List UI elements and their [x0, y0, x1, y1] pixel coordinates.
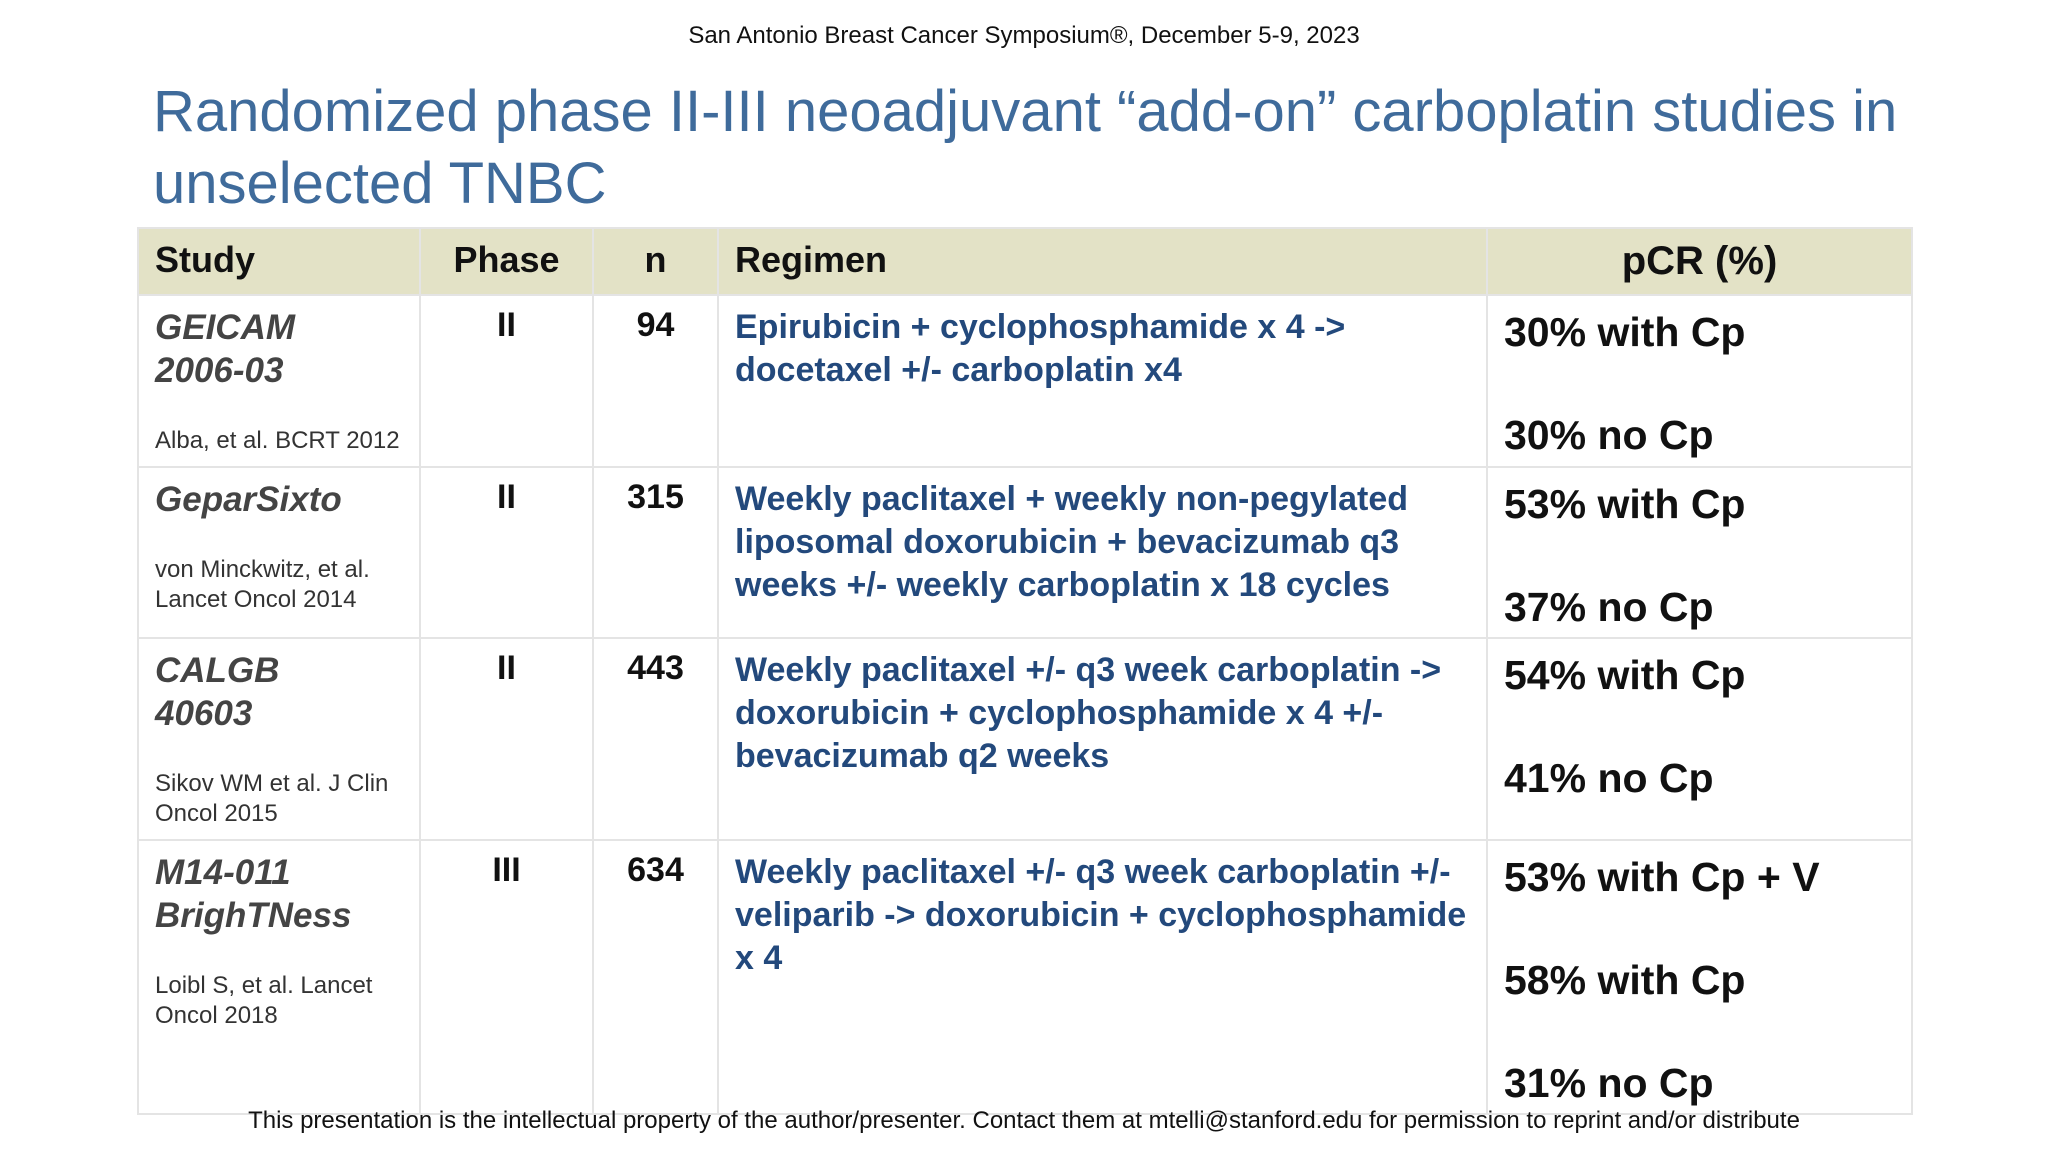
phase-cell: II	[419, 637, 594, 841]
phase: III	[492, 851, 521, 889]
study-row: GEICAM 2006-03 Alba, et al. BCRT 2012 II 94…	[137, 294, 1913, 468]
study-row: CALGB 40603 Sikov WM et al. J Clin Oncol …	[137, 637, 1913, 841]
n: 315	[627, 478, 684, 516]
citation: Loibl S, et al. Lancet Oncol 2018	[155, 972, 373, 1029]
regimen-cell: Weekly paclitaxel +/- q3 week carboplati…	[717, 637, 1488, 841]
study-name: GEICAM 2006-03	[155, 308, 295, 390]
study-cell: CALGB 40603 Sikov WM et al. J Clin Oncol …	[137, 637, 421, 841]
study-name: CALGB 40603	[155, 651, 280, 733]
pcr-result: 53% with Cp	[1504, 481, 1746, 527]
regimen-cell: Epirubicin + cyclophosphamide x 4 -> doc…	[717, 294, 1488, 468]
phase: II	[497, 478, 516, 516]
n: 94	[636, 306, 675, 344]
phase: II	[497, 306, 516, 344]
study-name: GeparSixto	[155, 480, 342, 519]
n-cell: 94	[592, 294, 719, 468]
pcr-result: 30% with Cp	[1504, 309, 1746, 355]
regimen: Weekly paclitaxel +/- q3 week carboplati…	[735, 651, 1442, 775]
n: 443	[627, 649, 684, 687]
header-row: Study Phase n Regimen pCR (%)	[137, 227, 1913, 296]
regimen-cell: Weekly paclitaxel +/- q3 week carboplati…	[717, 839, 1488, 1115]
column-header: Study	[137, 227, 421, 296]
footer: This presentation is the intellectual pr…	[248, 1107, 1800, 1134]
study-name: M14-011 BrighTNess	[155, 853, 352, 935]
pcr-result: 58% with Cp	[1504, 957, 1746, 1003]
pcr-result: 54% with Cp	[1504, 652, 1746, 698]
study-cell: GeparSixto von Minckwitz, et al. Lancet O…	[137, 466, 421, 639]
pcr-result: 41% no Cp	[1504, 755, 1714, 801]
study-cell: M14-011 BrighTNess Loibl S, et al. Lancet…	[137, 839, 421, 1115]
pcr-result: 53% with Cp + V	[1504, 854, 1820, 900]
column-header: Regimen	[717, 227, 1488, 296]
citation: Alba, et al. BCRT 2012	[155, 427, 400, 454]
pcr-result: 30% no Cp	[1504, 412, 1714, 458]
column-header: n	[592, 227, 719, 296]
study-row: M14-011 BrighTNess Loibl S, et al. Lancet…	[137, 839, 1913, 1115]
regimen: Weekly paclitaxel +/- q3 week carboplati…	[735, 853, 1467, 977]
phase: II	[497, 649, 516, 687]
n-cell: 443	[592, 637, 719, 841]
table-body: GEICAM 2006-03 Alba, et al. BCRT 2012 II 94…	[137, 294, 1913, 1115]
conference: San Antonio Breast Cancer Symposium®, De…	[688, 22, 1360, 49]
phase-cell: III	[419, 839, 594, 1115]
regimen-cell: Weekly paclitaxel + weekly non-pegylated…	[717, 466, 1488, 639]
phase-cell: II	[419, 466, 594, 639]
n-cell: 315	[592, 466, 719, 639]
phase-cell: II	[419, 294, 594, 468]
n: 634	[627, 851, 684, 889]
studies-table: Study Phase n Regimen pCR (%) GEICAM 2006-03…	[137, 227, 1913, 1115]
pcr-cell: 54% with Cp 41% no Cp	[1486, 637, 1913, 841]
pcr-result: 37% no Cp	[1504, 584, 1714, 630]
regimen: Epirubicin + cyclophosphamide x 4 -> doc…	[735, 308, 1346, 389]
title: Randomized phase II-III neoadjuvant “add…	[153, 79, 1898, 216]
study-row: GeparSixto von Minckwitz, et al. Lancet O…	[137, 466, 1913, 639]
pcr-cell: 53% with Cp + V 58% with Cp 31% no Cp	[1486, 839, 1913, 1115]
regimen: Weekly paclitaxel + weekly non-pegylated…	[735, 480, 1409, 604]
study-cell: GEICAM 2006-03 Alba, et al. BCRT 2012	[137, 294, 421, 468]
column-header: pCR (%)	[1486, 227, 1913, 296]
pcr-cell: 53% with Cp 37% no Cp	[1486, 466, 1913, 639]
pcr-result: 31% no Cp	[1504, 1060, 1714, 1106]
n-cell: 634	[592, 839, 719, 1115]
column-header: Phase	[419, 227, 594, 296]
citation: von Minckwitz, et al. Lancet Oncol 2014	[155, 556, 370, 613]
citation: Sikov WM et al. J Clin Oncol 2015	[155, 770, 389, 827]
pcr-cell: 30% with Cp 30% no Cp	[1486, 294, 1913, 468]
